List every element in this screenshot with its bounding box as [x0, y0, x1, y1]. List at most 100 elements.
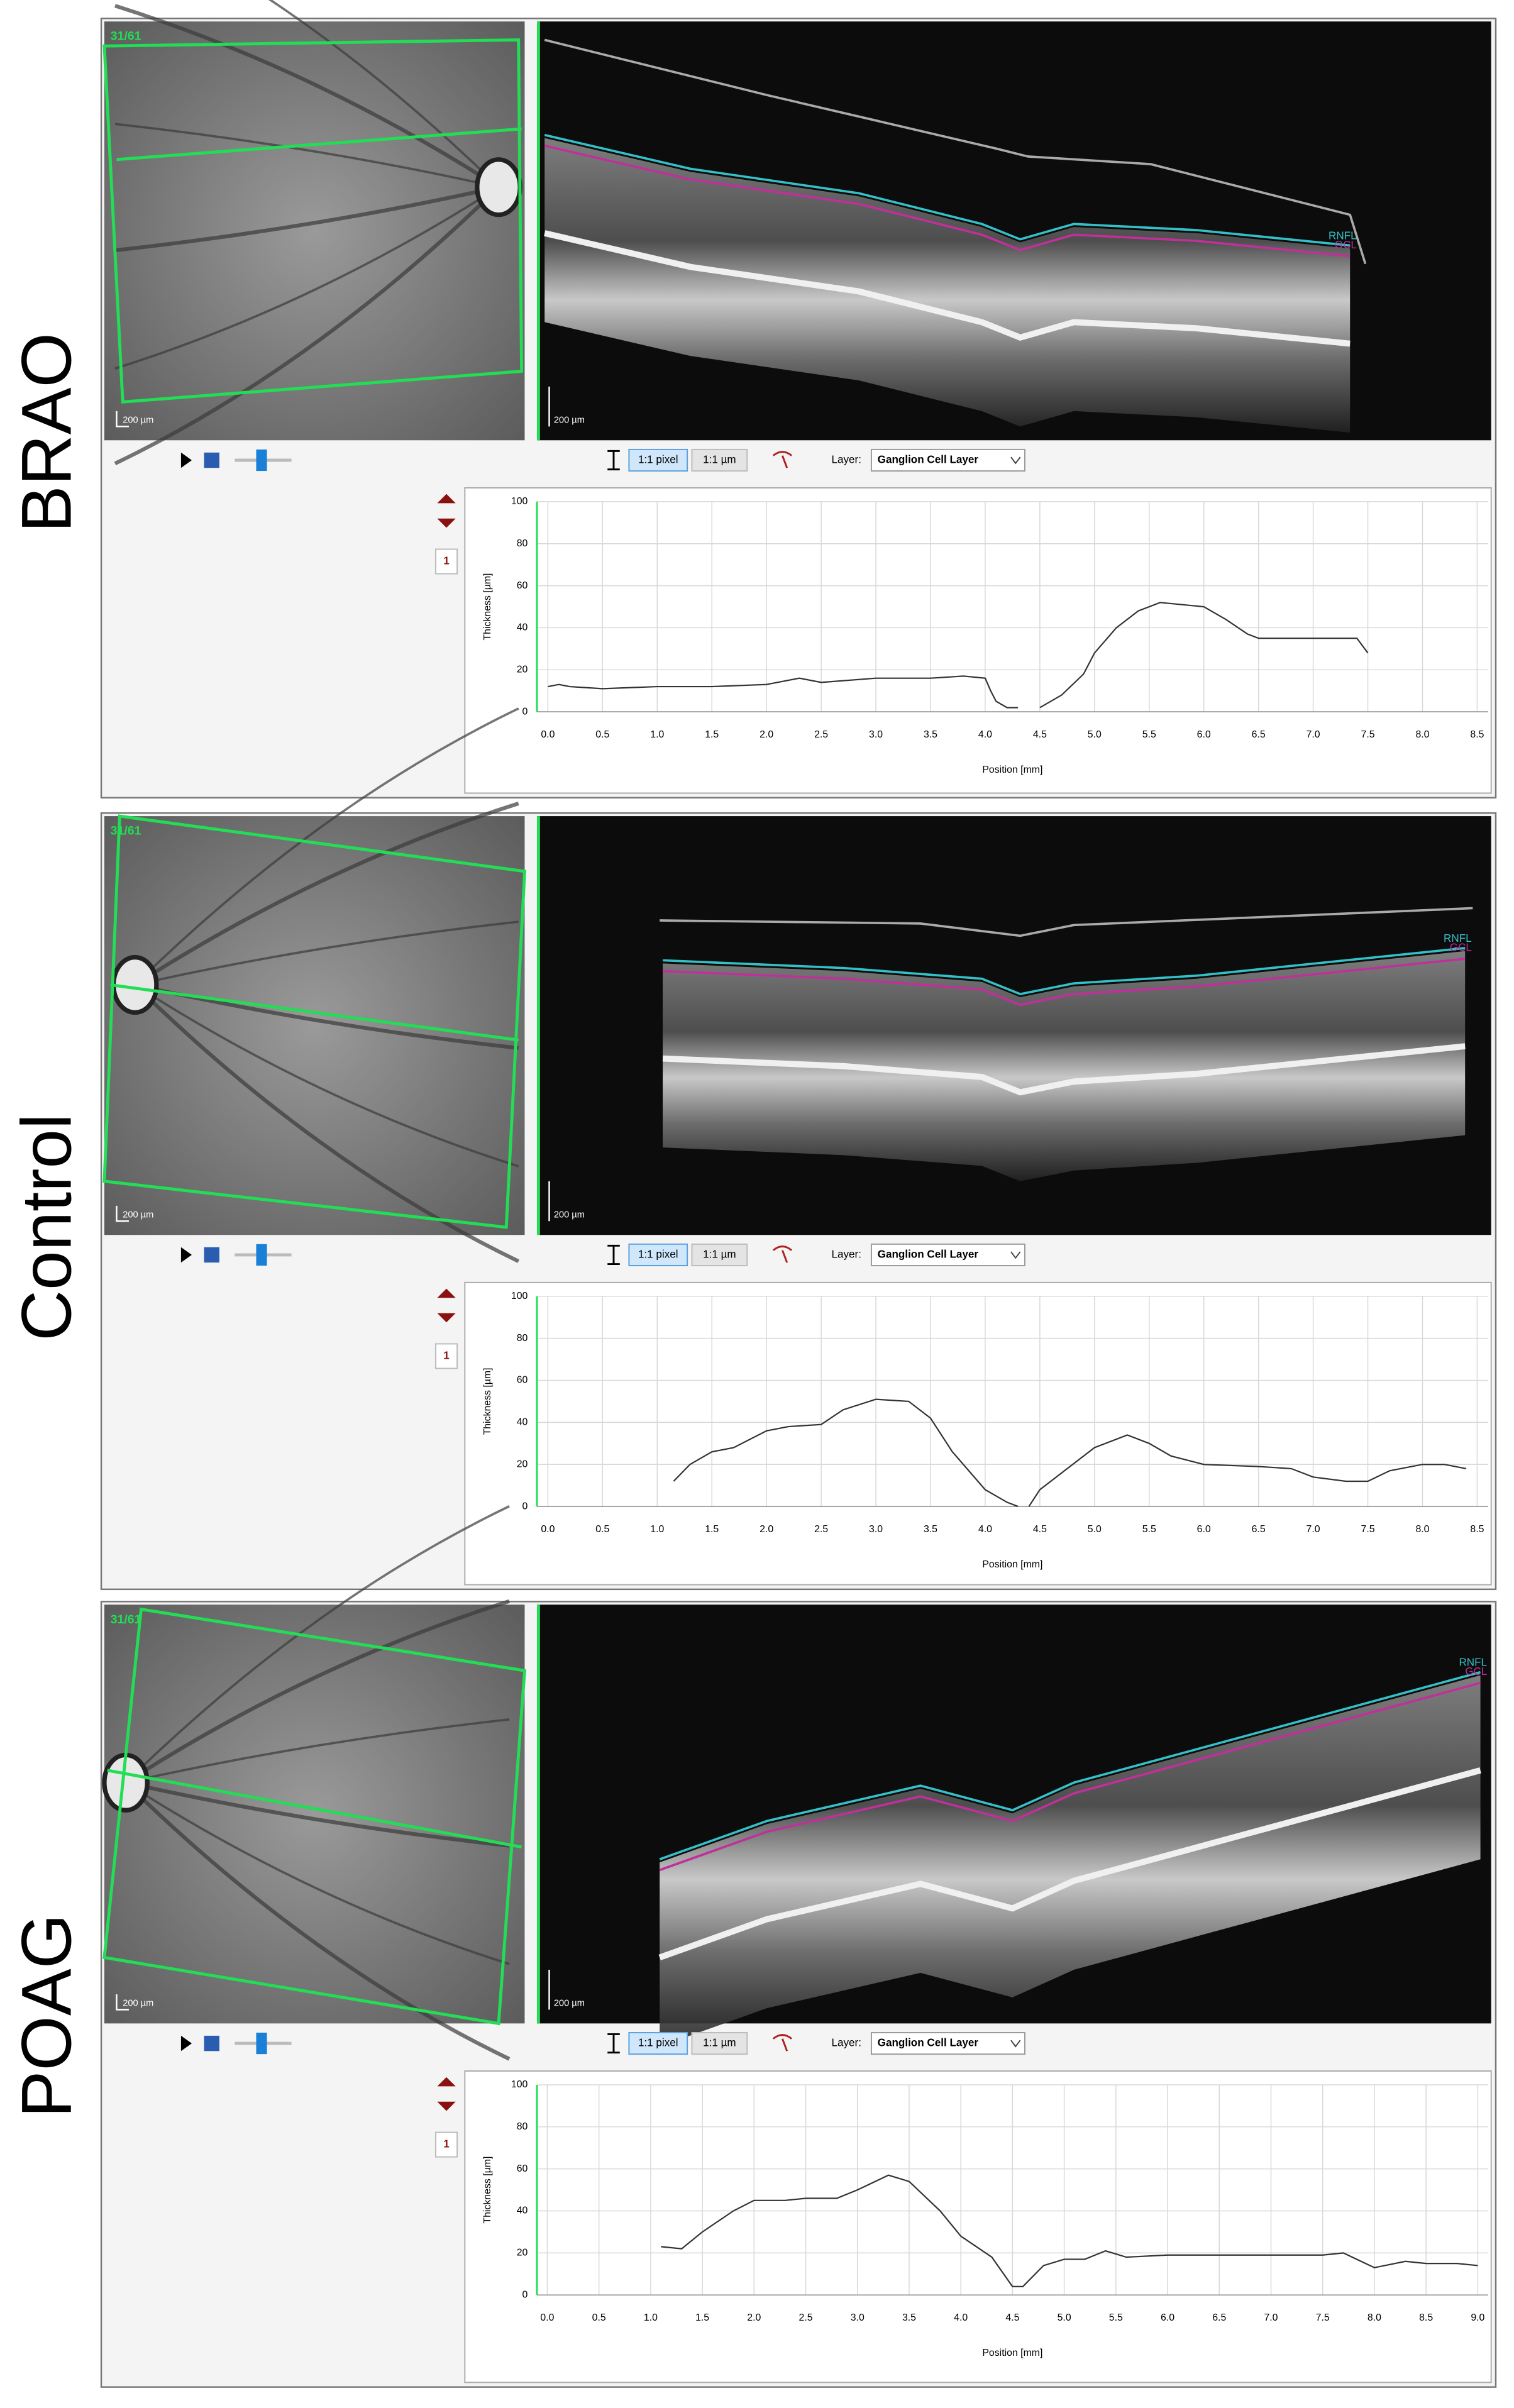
y-tick-label: 60 — [517, 2163, 528, 2174]
scale-bar — [116, 1994, 129, 2011]
layer-dropdown — [870, 1243, 1025, 1266]
retina — [660, 1675, 1481, 2046]
slider-knob — [256, 449, 267, 472]
save-button — [204, 2035, 219, 2052]
x-tick-label: 7.5 — [1361, 729, 1375, 740]
save-button — [204, 1247, 219, 1263]
x-tick-label: 9.0 — [1471, 2312, 1484, 2323]
vessel — [124, 1505, 510, 1784]
fit-icon — [607, 2033, 620, 2054]
x-tick-label: 7.0 — [1264, 2312, 1278, 2323]
panel-label: BRAO — [7, 333, 86, 533]
scan-line — [107, 1769, 522, 1849]
y-tick-label: 40 — [517, 2206, 528, 2216]
layer-value: Ganglion Cell Layer — [878, 454, 979, 466]
layer-caption: Layer: — [831, 1248, 861, 1260]
rnfl-line — [544, 133, 1351, 247]
x-tick-label: 5.5 — [1142, 1524, 1156, 1535]
x-tick-label: 0.5 — [595, 1524, 609, 1535]
rpe-band — [662, 1043, 1466, 1096]
page-number: 1 — [443, 2138, 450, 2150]
vitreous — [660, 907, 1473, 937]
x-tick-label: 1.5 — [705, 1524, 719, 1535]
x-tick-label: 7.5 — [1361, 1524, 1375, 1535]
layer-label: GCL — [1335, 239, 1357, 251]
thickness-line — [548, 602, 1369, 709]
x-tick-label: 4.0 — [978, 729, 992, 740]
dropdown-arrow — [1010, 2040, 1021, 2048]
panel-label: Control — [7, 1113, 86, 1341]
layer-label: RNFL — [1459, 1656, 1487, 1668]
x-tick-label: 2.5 — [814, 1524, 828, 1535]
x-tick-label: 4.0 — [954, 2312, 968, 2323]
x-tick-label: 6.5 — [1212, 2312, 1226, 2323]
retina — [544, 138, 1351, 433]
panel-label: POAG — [7, 1914, 86, 2118]
toolbar-button — [691, 1243, 748, 1266]
x-tick-label: 3.0 — [851, 2312, 865, 2323]
scale-label: 200 µm — [123, 1210, 153, 1220]
x-tick-label: 4.5 — [1005, 2312, 1019, 2323]
layer-label: RNFL — [1444, 932, 1472, 944]
x-tick-label: 0.5 — [592, 2312, 606, 2323]
page-box — [434, 1343, 458, 1369]
x-tick-label: 6.0 — [1197, 729, 1211, 740]
x-tick-label: 2.0 — [760, 729, 773, 740]
y-tick-label: 80 — [517, 1333, 528, 1344]
gcl-line — [659, 1681, 1481, 1872]
vessel — [134, 707, 519, 986]
play-button — [180, 2035, 192, 2052]
page-up — [437, 1288, 456, 1298]
y-axis-title: Thickness [µm] — [482, 2157, 493, 2224]
vessel — [268, 0, 500, 188]
y-tick-label: 20 — [517, 2248, 528, 2258]
vessel — [135, 920, 519, 986]
fundus-image: 31/61 200 µm — [102, 707, 527, 1263]
x-tick-label: 4.0 — [978, 1524, 992, 1535]
x-tick-label: 6.5 — [1252, 1524, 1266, 1535]
x-tick-label: 5.0 — [1088, 1524, 1102, 1535]
x-tick-label: 2.5 — [799, 2312, 813, 2323]
layer-caption: Layer: — [831, 454, 861, 466]
rpe-band — [658, 1767, 1481, 1961]
button-label: 1:1 µm — [703, 2037, 736, 2049]
vessel — [114, 185, 499, 253]
x-tick-label: 4.5 — [1033, 729, 1047, 740]
tool-icon — [772, 1245, 792, 1263]
y-tick-label: 20 — [517, 664, 528, 675]
y-tick-label: 40 — [517, 1417, 528, 1428]
y-tick-label: 0 — [522, 1501, 528, 1511]
rnfl-line — [663, 947, 1466, 996]
x-tick-label: 3.5 — [902, 2312, 916, 2323]
x-tick-label: 5.0 — [1058, 2312, 1071, 2323]
fundus-background — [104, 816, 525, 1235]
x-tick-label: 4.5 — [1033, 1524, 1047, 1535]
scan-area — [102, 1607, 527, 2026]
scan-line — [110, 983, 519, 1042]
vessel — [125, 1718, 510, 1784]
x-tick-label: 1.0 — [644, 2312, 658, 2323]
x-tick-label: 1.5 — [705, 729, 719, 740]
x-tick-label: 6.0 — [1197, 1524, 1211, 1535]
x-axis-title: Position [mm] — [982, 1559, 1042, 1570]
y-tick-label: 100 — [511, 496, 528, 507]
button-label: 1:1 pixel — [638, 1248, 678, 1260]
fundus-image: 31/61 200 µm — [102, 0, 525, 466]
play-button — [180, 1247, 192, 1263]
x-tick-label: 5.5 — [1109, 2312, 1123, 2323]
layer-dropdown — [870, 448, 1025, 472]
x-tick-label: 7.5 — [1316, 2312, 1330, 2323]
toolbar-button — [691, 2032, 748, 2055]
scale-label: 200 µm — [554, 415, 585, 425]
slider-knob — [256, 2033, 267, 2055]
y-tick-label: 40 — [517, 622, 528, 633]
vessel — [114, 123, 499, 189]
x-tick-label: 6.0 — [1161, 2312, 1174, 2323]
x-tick-label: 6.5 — [1252, 729, 1266, 740]
x-tick-label: 0.5 — [595, 729, 609, 740]
toolbar-button — [691, 448, 748, 472]
